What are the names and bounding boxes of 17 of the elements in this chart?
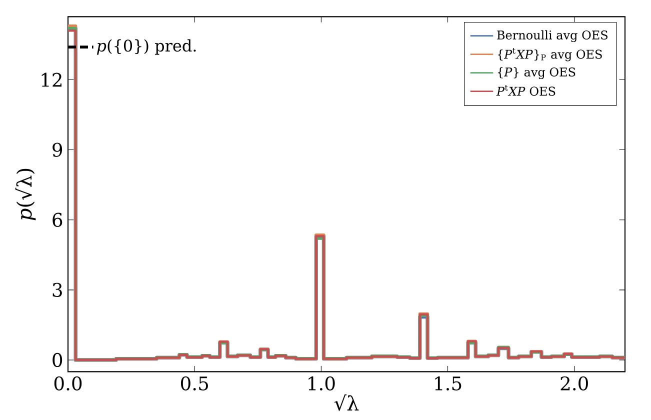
x-tick-label: 2.0 [560,376,588,390]
x-tick-label: 1.0 [308,376,335,390]
x-axis-title: √λ [334,394,359,411]
legend-label: {P$^{t}$XP}$_{P}$ avg OES [498,48,602,62]
y-axis-title: p(√λ) [15,168,36,220]
x-tick-label: 1.5 [435,376,462,390]
y-tick-label: 0 [52,352,62,368]
legend-label: {P} avg OES [498,67,576,80]
y-tick-label: 6 [52,212,62,227]
y-tick-label: 3 [52,282,62,297]
y-tick-label: 12 [42,72,62,87]
legend-label: Bernoulli avg OES [497,30,608,42]
series-label: p({0}) pred. [96,39,196,55]
legend-label: P$^{t}$XP OES [496,85,556,96]
x-tick-label: 0.0 [54,376,82,390]
x-tick-label: 0.5 [180,376,208,390]
y-tick-label: 9 [52,142,62,157]
